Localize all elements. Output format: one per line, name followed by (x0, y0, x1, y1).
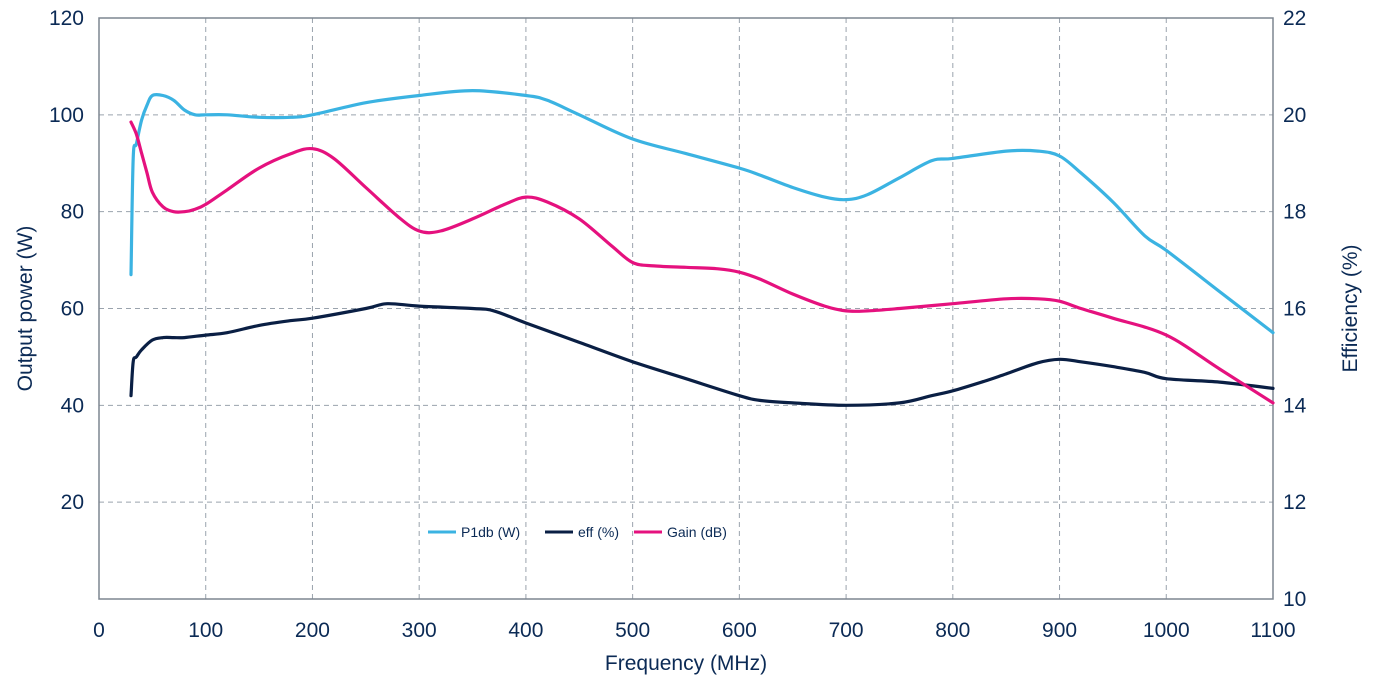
y-left-tick-label: 60 (61, 298, 84, 321)
y-right-tick-label: 10 (1283, 588, 1306, 611)
legend-label-p1db: P1db (W) (461, 524, 520, 540)
y-right-tick-label: 18 (1283, 201, 1306, 224)
x-tick-label: 800 (935, 619, 970, 642)
series-p1db-line (129, 89, 1275, 335)
y-right-tick-label: 12 (1283, 491, 1306, 514)
x-tick-label: 100 (188, 619, 223, 642)
y-right-tick-label: 14 (1283, 394, 1307, 417)
legend-label-gain: Gain (dB) (667, 524, 727, 540)
y-right-tick-label: 16 (1283, 298, 1306, 321)
x-tick-label: 200 (295, 619, 330, 642)
x-tick-label: 700 (829, 619, 864, 642)
y-left-tick-label: 80 (61, 201, 84, 224)
x-tick-label: 400 (508, 619, 543, 642)
grid (99, 18, 1273, 599)
y-right-tick-label: 22 (1283, 7, 1306, 30)
x-axis-title: Frequency (MHz) (605, 652, 767, 675)
x-tick-label: 900 (1042, 619, 1077, 642)
series-layer (129, 89, 1275, 407)
y-axis-left-title: Output power (W) (14, 226, 37, 392)
x-tick-label: 300 (402, 619, 437, 642)
x-tick-label: 1100 (1250, 619, 1295, 642)
legend-label-eff: eff (%) (578, 524, 619, 540)
legend: P1db (W) eff (%) Gain (dB) (428, 524, 727, 540)
tick-labels: 0 100 200 300 400 500 600 700 800 900 1000 1100 20 40… (49, 7, 1307, 642)
y-left-tick-label: 120 (49, 7, 84, 30)
x-tick-label: 1000 (1143, 619, 1190, 642)
series-gain-line (129, 120, 1275, 405)
series-eff-line (129, 302, 1275, 407)
y-right-tick-label: 20 (1283, 104, 1306, 127)
x-tick-label: 600 (722, 619, 757, 642)
y-axis-right-title: Efficiency (%) (1339, 245, 1362, 373)
y-left-tick-label: 20 (61, 491, 84, 514)
x-tick-label: 500 (615, 619, 650, 642)
plot-area-frame (98, 17, 1274, 600)
x-tick-label: 0 (93, 619, 105, 642)
y-left-tick-label: 40 (61, 394, 84, 417)
y-left-tick-label: 100 (49, 104, 84, 127)
